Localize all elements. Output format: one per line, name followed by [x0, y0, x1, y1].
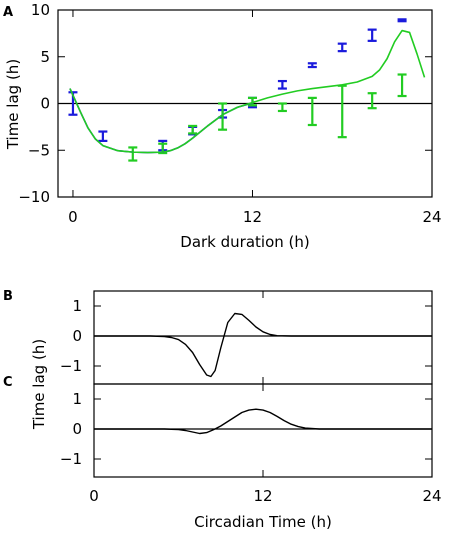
panel-b-plot: −1 0 1: [60, 291, 433, 384]
panel-a-ytick-label: −5: [28, 141, 50, 159]
panel-c-xtick-label: 12: [253, 487, 272, 505]
panel-a-ytick-label: 0: [40, 95, 50, 113]
panel-c-frame: [93, 383, 433, 478]
panel-c-plot: −1 0 1 0 12 24: [60, 384, 442, 505]
panel-b-frame: [93, 290, 433, 385]
panel-c-ytick-label: −1: [60, 450, 82, 468]
panel-a-xtick-label: 0: [68, 208, 78, 226]
panel-a-series-3-line: [69, 29, 426, 154]
panel-a-label: A: [3, 5, 13, 20]
panel-c-ytick-label: 1: [72, 390, 82, 408]
panel-a-plot: −10 −5 0 5 10 0 12 24: [18, 1, 441, 226]
panel-b-ytick-label: 1: [72, 297, 82, 315]
panel-b-series-0-line: [94, 312, 432, 378]
panel-b-label: B: [3, 289, 13, 304]
panel-a-xtick-label: 12: [243, 208, 262, 226]
panel-c-label: C: [3, 375, 13, 390]
panel-c-series-0-line: [94, 408, 432, 435]
panel-a-xlabel: Dark duration (h): [180, 233, 309, 251]
panel-a-ytick-label: 10: [31, 1, 50, 19]
panel-b-ytick-label: 0: [72, 327, 82, 345]
panel-c-ytick-label: 0: [72, 420, 82, 438]
panel-bc-ylabel: Time lag (h): [30, 339, 48, 430]
panel-c-xtick-label: 24: [422, 487, 441, 505]
panel-a-ylabel: Time lag (h): [4, 59, 22, 150]
panel-c-xtick-label: 0: [89, 487, 99, 505]
panel-a-ytick-label: −10: [18, 188, 50, 206]
panel-c-xlabel: Circadian Time (h): [194, 513, 332, 531]
panel-b-ytick-label: −1: [60, 357, 82, 375]
panel-a-xtick-label: 24: [422, 208, 441, 226]
panel-a-ytick-label: 5: [40, 48, 50, 66]
